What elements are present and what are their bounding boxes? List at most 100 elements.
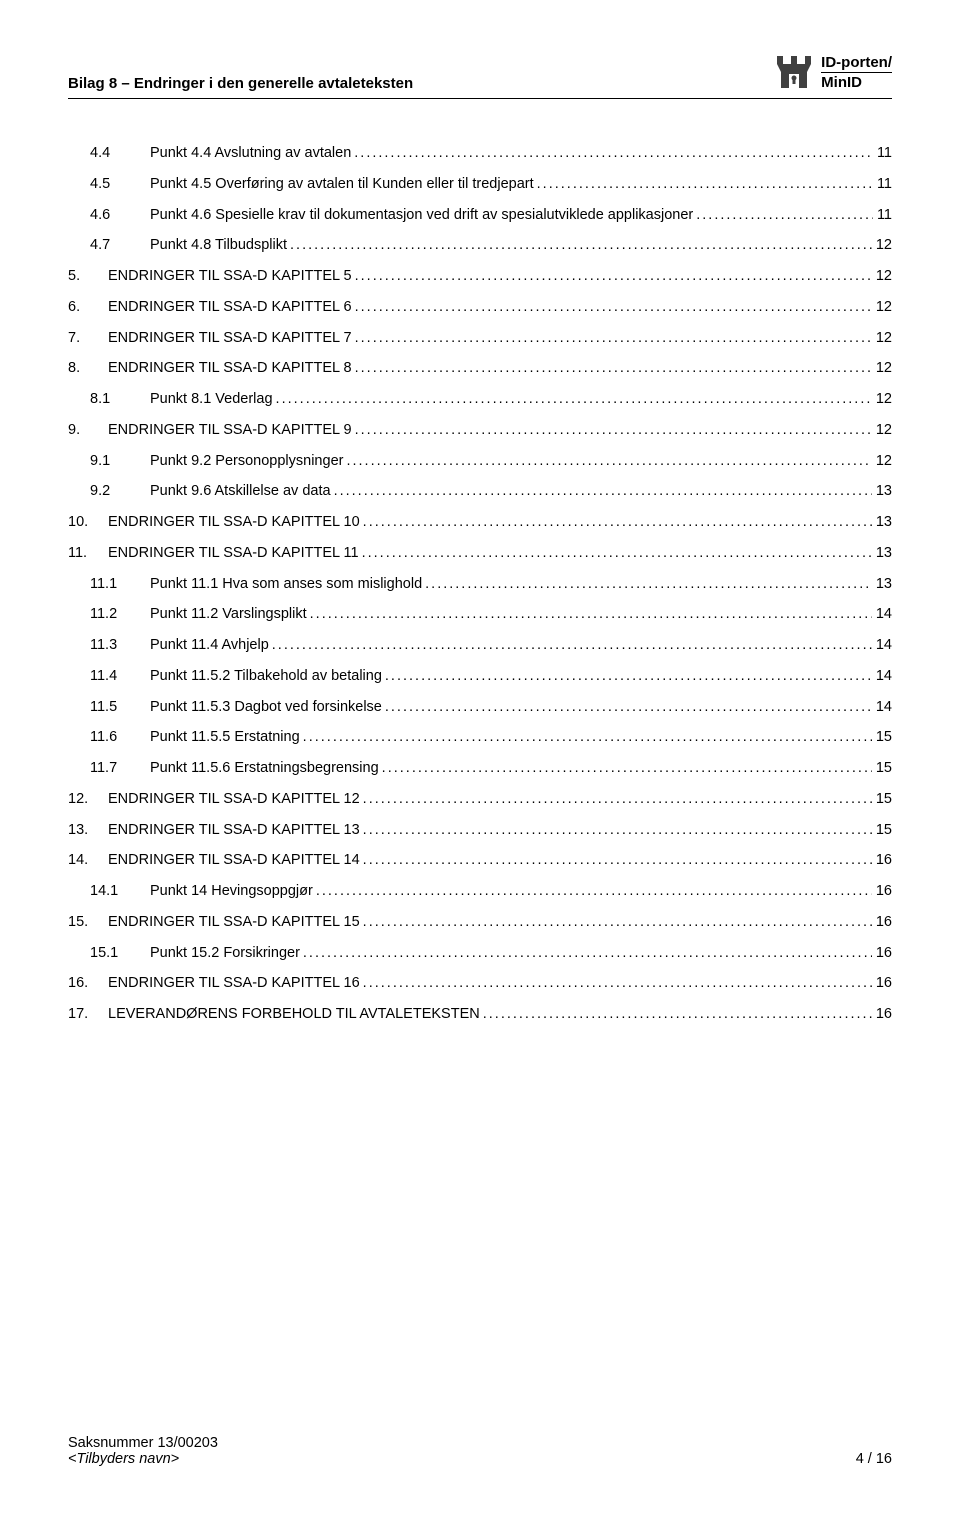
- toc-number: 11.5: [68, 697, 150, 719]
- footer-left: Saksnummer 13/00203 <Tilbyders navn>: [68, 1435, 218, 1467]
- toc-number: 7.: [68, 328, 108, 350]
- toc-row: 8.ENDRINGER TIL SSA-D KAPITTEL 812: [68, 358, 892, 380]
- toc-row: 4.6Punkt 4.6 Spesielle krav til dokument…: [68, 205, 892, 227]
- toc-row: 11.1Punkt 11.1 Hva som anses som misligh…: [68, 574, 892, 596]
- toc-leader: [360, 789, 872, 811]
- toc-page-number: 11: [873, 205, 892, 227]
- toc-number: 11.: [68, 543, 108, 565]
- toc-number: 4.7: [68, 235, 150, 257]
- toc-label: Punkt 4.8 Tilbudsplikt: [150, 235, 287, 257]
- castle-icon: [773, 52, 815, 92]
- toc-row: 13.ENDRINGER TIL SSA-D KAPITTEL 1315: [68, 820, 892, 842]
- toc-page-number: 14: [872, 604, 892, 626]
- toc-number: 11.3: [68, 635, 150, 657]
- toc-page-number: 15: [872, 789, 892, 811]
- toc-leader: [352, 420, 872, 442]
- toc-label: ENDRINGER TIL SSA-D KAPITTEL 6: [108, 297, 352, 319]
- toc-leader: [382, 666, 872, 688]
- toc-number: 4.4: [68, 143, 150, 165]
- toc-row: 9.ENDRINGER TIL SSA-D KAPITTEL 912: [68, 420, 892, 442]
- toc-label: ENDRINGER TIL SSA-D KAPITTEL 11: [108, 543, 359, 565]
- toc-number: 8.: [68, 358, 108, 380]
- toc-number: 15.: [68, 912, 108, 934]
- toc-page-number: 12: [872, 266, 892, 288]
- toc-leader: [269, 635, 872, 657]
- toc-row: 12.ENDRINGER TIL SSA-D KAPITTEL 1215: [68, 789, 892, 811]
- toc-page-number: 13: [872, 543, 892, 565]
- toc-label: Punkt 11.2 Varslingsplikt: [150, 604, 307, 626]
- toc-number: 5.: [68, 266, 108, 288]
- toc-row: 10.ENDRINGER TIL SSA-D KAPITTEL 1013: [68, 512, 892, 534]
- toc-row: 14.ENDRINGER TIL SSA-D KAPITTEL 1416: [68, 850, 892, 872]
- toc-page-number: 16: [872, 973, 892, 995]
- toc-label: ENDRINGER TIL SSA-D KAPITTEL 10: [108, 512, 360, 534]
- toc-leader: [534, 174, 873, 196]
- toc-row: 4.7Punkt 4.8 Tilbudsplikt 12: [68, 235, 892, 257]
- toc-page-number: 12: [872, 297, 892, 319]
- toc-page-number: 12: [872, 389, 892, 411]
- toc-number: 9.1: [68, 451, 150, 473]
- toc-label: ENDRINGER TIL SSA-D KAPITTEL 8: [108, 358, 352, 380]
- toc-label: ENDRINGER TIL SSA-D KAPITTEL 12: [108, 789, 360, 811]
- toc-leader: [360, 850, 872, 872]
- toc-number: 6.: [68, 297, 108, 319]
- toc-label: Punkt 11.5.6 Erstatningsbegrensing: [150, 758, 379, 780]
- logo-line-2: MinID: [821, 72, 892, 90]
- toc-page-number: 11: [873, 174, 892, 196]
- toc-row: 9.2Punkt 9.6 Atskillelse av data13: [68, 481, 892, 503]
- toc-label: ENDRINGER TIL SSA-D KAPITTEL 9: [108, 420, 352, 442]
- toc-label: Punkt 4.6 Spesielle krav til dokumentasj…: [150, 205, 693, 227]
- toc-row: 7.ENDRINGER TIL SSA-D KAPITTEL 712: [68, 328, 892, 350]
- toc-leader: [352, 328, 872, 350]
- toc-row: 11.4Punkt 11.5.2 Tilbakehold av betaling…: [68, 666, 892, 688]
- toc-number: 11.2: [68, 604, 150, 626]
- toc-label: ENDRINGER TIL SSA-D KAPITTEL 14: [108, 850, 360, 872]
- toc-leader: [300, 943, 872, 965]
- toc-leader: [422, 574, 872, 596]
- toc-page-number: 12: [872, 451, 892, 473]
- header-title: Bilag 8 – Endringer i den generelle avta…: [68, 75, 413, 92]
- table-of-contents: 4.4Punkt 4.4 Avslutning av avtalen114.5P…: [68, 143, 892, 1026]
- document-page: Bilag 8 – Endringer i den generelle avta…: [0, 0, 960, 1527]
- toc-page-number: 14: [872, 666, 892, 688]
- toc-label: Punkt 14 Hevingsoppgjør: [150, 881, 313, 903]
- toc-page-number: 13: [872, 574, 892, 596]
- toc-leader: [273, 389, 872, 411]
- footer-page-info: 4 / 16: [856, 1451, 892, 1467]
- toc-page-number: 15: [872, 727, 892, 749]
- toc-leader: [352, 297, 872, 319]
- toc-page-number: 12: [872, 235, 892, 257]
- toc-number: 8.1: [68, 389, 150, 411]
- toc-label: Punkt 11.5.5 Erstatning: [150, 727, 300, 749]
- toc-row: 5.ENDRINGER TIL SSA-D KAPITTEL 512: [68, 266, 892, 288]
- toc-row: 16.ENDRINGER TIL SSA-D KAPITTEL 1616: [68, 973, 892, 995]
- toc-leader: [379, 758, 872, 780]
- toc-number: 11.6: [68, 727, 150, 749]
- toc-number: 11.1: [68, 574, 150, 596]
- toc-number: 4.6: [68, 205, 150, 227]
- page-footer: Saksnummer 13/00203 <Tilbyders navn> 4 /…: [68, 1435, 892, 1467]
- toc-leader: [480, 1004, 872, 1026]
- toc-label: Punkt 8.1 Vederlag: [150, 389, 273, 411]
- toc-label: Punkt 11.4 Avhjelp: [150, 635, 269, 657]
- toc-number: 14.: [68, 850, 108, 872]
- toc-leader: [331, 481, 872, 503]
- toc-leader: [360, 820, 872, 842]
- toc-label: LEVERANDØRENS FORBEHOLD TIL AVTALETEKSTE…: [108, 1004, 480, 1026]
- toc-leader: [351, 143, 873, 165]
- toc-row: 11.2Punkt 11.2 Varslingsplikt 14: [68, 604, 892, 626]
- toc-leader: [360, 973, 872, 995]
- toc-leader: [343, 451, 871, 473]
- toc-row: 9.1Punkt 9.2 Personopplysninger12: [68, 451, 892, 473]
- toc-row: 15.1Punkt 15.2 Forsikringer16: [68, 943, 892, 965]
- toc-row: 11.ENDRINGER TIL SSA-D KAPITTEL 11 13: [68, 543, 892, 565]
- toc-number: 13.: [68, 820, 108, 842]
- toc-page-number: 16: [872, 943, 892, 965]
- toc-leader: [382, 697, 872, 719]
- toc-number: 15.1: [68, 943, 150, 965]
- toc-leader: [352, 266, 872, 288]
- toc-row: 11.3Punkt 11.4 Avhjelp14: [68, 635, 892, 657]
- toc-label: Punkt 4.4 Avslutning av avtalen: [150, 143, 351, 165]
- toc-row: 15.ENDRINGER TIL SSA-D KAPITTEL 1516: [68, 912, 892, 934]
- toc-leader: [693, 205, 873, 227]
